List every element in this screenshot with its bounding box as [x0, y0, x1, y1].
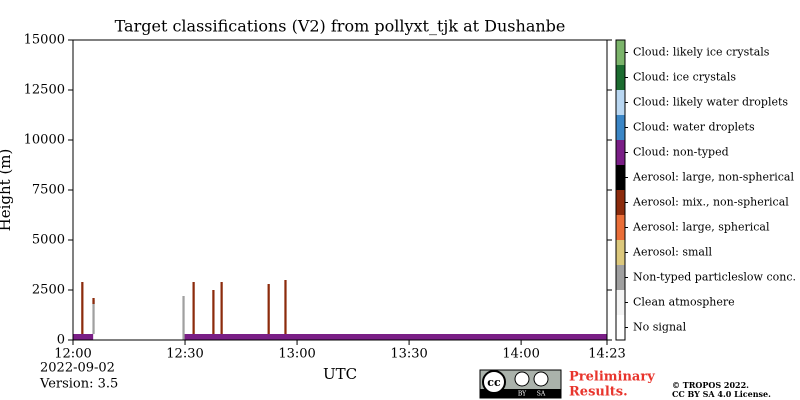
preliminary-note: Preliminary [569, 370, 655, 385]
x-tick-label: 12:00 [54, 347, 91, 362]
preliminary-note: Results. [569, 385, 628, 400]
plot-frame [72, 39, 608, 341]
x-tick-label: 13:00 [278, 347, 315, 362]
y-tick-label: 15000 [24, 33, 65, 48]
colorbar-segment [616, 215, 625, 240]
colorbar-segment [616, 165, 625, 190]
colorbar-segment [616, 40, 625, 65]
colorbar-label: Aerosol: mix., non-spherical [632, 196, 789, 209]
class-region [220, 282, 223, 334]
colorbar-segment [616, 265, 625, 290]
colorbar-segment [616, 190, 625, 215]
y-tick-label: 7500 [32, 183, 65, 198]
colorbar-label: Cloud: non-typed [633, 146, 729, 159]
colorbar-segment [616, 315, 625, 340]
colorbar-frame [615, 39, 626, 341]
y-tick-label: 5000 [32, 233, 65, 248]
colorbar-label: Cloud: likely water droplets [633, 96, 788, 109]
class-region [212, 290, 215, 334]
x-tick-label: 14:23 [588, 347, 625, 362]
x-tick-label: 12:30 [166, 347, 203, 362]
colorbar-segment [616, 240, 625, 265]
y-tick-label: 2500 [32, 283, 65, 298]
class-region [267, 284, 270, 334]
y-tick-label: 0 [57, 333, 65, 348]
chart-title: Target classifications (V2) from pollyxt… [115, 17, 566, 36]
version: Version: 3.5 [39, 377, 118, 392]
license: CC BY SA 4.0 License. [672, 389, 771, 399]
class-region [73, 334, 94, 340]
badge-cc-circle [482, 370, 506, 394]
colorbar-segment [616, 65, 625, 90]
colorbar-label: Cloud: ice crystals [633, 71, 736, 84]
x-tick-label: 13:30 [390, 347, 427, 362]
colorbar-segment [616, 115, 625, 140]
colorbar-label: Cloud: likely ice crystals [633, 46, 770, 59]
badge-sa-icon [533, 371, 549, 387]
colorbar-label: No signal [633, 321, 687, 334]
x-axis-label: UTC [323, 365, 357, 383]
class-region [81, 282, 84, 334]
class-region [284, 280, 287, 334]
badge-by: BY [518, 391, 527, 398]
y-axis-label: Height (m) [0, 149, 14, 232]
y-tick-label: 12500 [24, 83, 65, 98]
class-region [92, 300, 95, 334]
colorbar-label: Aerosol: small [632, 246, 712, 259]
badge-by-icon [514, 371, 530, 387]
colorbar-label: Aerosol: large, spherical [632, 221, 770, 234]
badge-strip [480, 389, 561, 398]
colorbar-segment [616, 140, 625, 165]
class-region [182, 296, 185, 340]
colorbar-label: Clean atmosphere [633, 296, 735, 309]
license-badge: cc BY SA [479, 369, 562, 399]
copyright: © TROPOS 2022. [672, 380, 749, 390]
date: 2022-09-02 [40, 361, 115, 376]
colorbar-segment [616, 290, 625, 315]
colorbar-label: Aerosol: large, non-spherical [632, 171, 794, 184]
y-tick-label: 10000 [24, 133, 65, 148]
class-region [92, 298, 95, 304]
colorbar-label: Non-typed particleslow conc. [633, 271, 796, 284]
badge-sa: SA [537, 391, 546, 398]
colorbar-label: Cloud: water droplets [633, 121, 755, 134]
x-tick-label: 14:00 [502, 347, 539, 362]
class-region [192, 282, 195, 334]
badge-cc: cc [487, 376, 501, 389]
class-region [183, 334, 608, 340]
colorbar-segment [616, 90, 625, 115]
